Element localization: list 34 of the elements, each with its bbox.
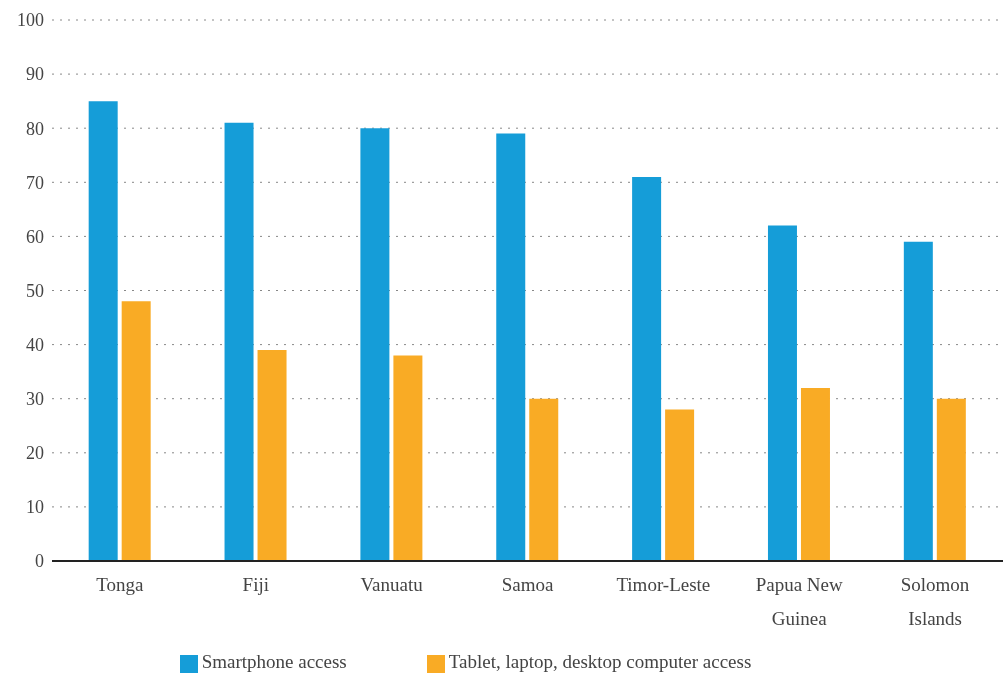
bar (88, 101, 118, 561)
bar (903, 241, 933, 561)
x-tick-label: Papua New Guinea (755, 574, 844, 629)
x-tick-label: Tonga (96, 574, 145, 595)
bar (800, 387, 830, 561)
bar (224, 122, 254, 561)
bar (632, 176, 662, 561)
bar (496, 133, 526, 561)
y-tick-label: 30 (26, 389, 44, 410)
y-tick-label: 20 (26, 443, 44, 464)
bar (936, 398, 966, 561)
legend-label: Tablet, laptop, desktop computer access (448, 651, 752, 672)
y-tick-label: 40 (26, 334, 44, 355)
x-tick-label: Fiji (242, 574, 269, 595)
bar (257, 350, 287, 561)
bar (121, 301, 151, 561)
x-tick-label: Solomon Islands (900, 574, 970, 629)
y-tick-label: 100 (17, 10, 44, 31)
bar (767, 225, 797, 561)
y-tick-label: 10 (26, 497, 44, 518)
x-tick-label: Vanuatu (360, 574, 424, 595)
bar (665, 409, 695, 561)
y-tick-label: 80 (26, 118, 44, 139)
bar (529, 398, 559, 561)
x-tick-label: Samoa (501, 574, 554, 595)
y-tick-label: 0 (35, 551, 44, 572)
y-tick-label: 50 (26, 280, 44, 301)
y-tick-label: 90 (26, 64, 44, 85)
y-tick-label: 60 (26, 226, 44, 247)
y-tick-label: 70 (26, 172, 44, 193)
bar (360, 128, 390, 561)
bar (393, 355, 423, 561)
legend-label: Smartphone access (201, 651, 347, 672)
x-tick-label: Timor-Leste (616, 574, 711, 595)
